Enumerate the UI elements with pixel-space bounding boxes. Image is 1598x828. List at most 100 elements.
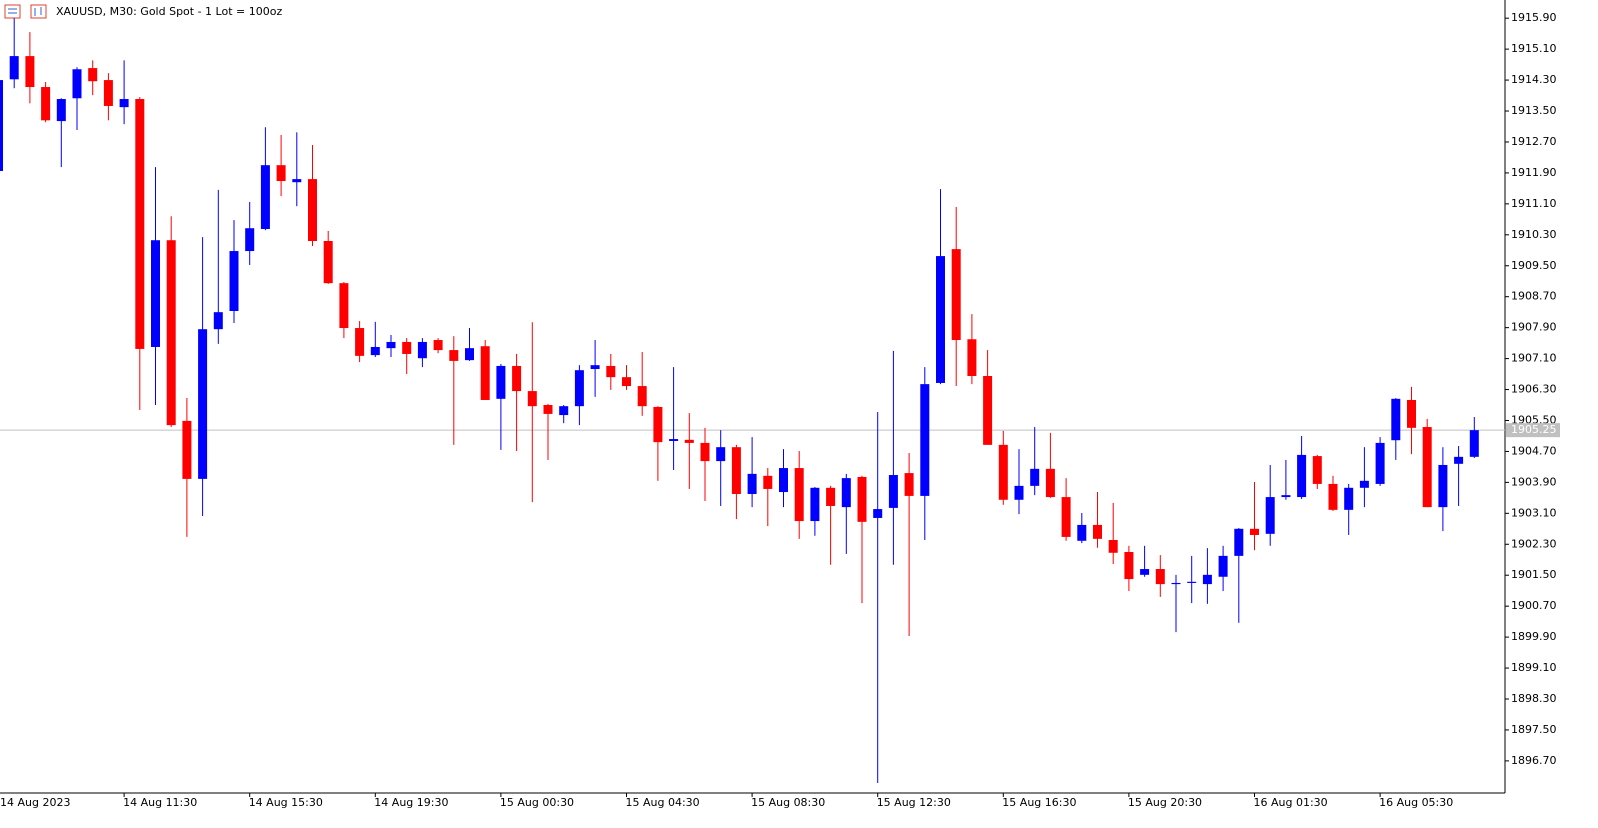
candle-body bbox=[794, 468, 804, 522]
candle-body bbox=[998, 444, 1008, 500]
y-tick-label: 1912.70 bbox=[1511, 135, 1557, 148]
candle-body bbox=[355, 328, 365, 356]
y-tick-label: 1907.10 bbox=[1511, 352, 1557, 365]
last-price-box bbox=[1506, 423, 1560, 438]
candle-body bbox=[857, 476, 867, 522]
candle-body bbox=[370, 346, 380, 356]
candle-body bbox=[1407, 399, 1416, 428]
candle-body bbox=[684, 439, 694, 443]
candle-body bbox=[622, 377, 631, 387]
y-tick-label: 1914.30 bbox=[1511, 73, 1557, 86]
candle-body bbox=[512, 365, 522, 392]
candle-body bbox=[590, 365, 600, 370]
x-tick-label: 15 Aug 00:30 bbox=[500, 796, 574, 809]
y-tick-label: 1901.50 bbox=[1511, 568, 1557, 581]
x-tick-label: 15 Aug 08:30 bbox=[751, 796, 825, 809]
candle-body bbox=[1234, 528, 1244, 556]
candle-body bbox=[135, 99, 145, 349]
y-tick-label: 1908.70 bbox=[1511, 290, 1557, 303]
candle-body bbox=[339, 283, 349, 329]
candle-body bbox=[920, 384, 930, 496]
candle-body bbox=[1438, 464, 1448, 508]
candle-body bbox=[716, 447, 726, 462]
candle-body bbox=[308, 179, 317, 241]
candle-body bbox=[166, 240, 176, 426]
x-tick-label: 15 Aug 16:30 bbox=[1002, 796, 1076, 809]
candle-body bbox=[700, 442, 710, 462]
candle-body bbox=[543, 405, 553, 414]
candle-body bbox=[1030, 468, 1040, 486]
candle-body bbox=[731, 447, 741, 494]
candle-body bbox=[983, 375, 993, 445]
x-tick-label: 16 Aug 01:30 bbox=[1254, 796, 1328, 809]
candle-body bbox=[496, 365, 506, 399]
candle-body bbox=[182, 420, 192, 479]
candle-body bbox=[653, 406, 663, 443]
x-tick-label: 15 Aug 04:30 bbox=[626, 796, 700, 809]
candle-body bbox=[1297, 454, 1307, 498]
candle-body bbox=[1187, 581, 1197, 583]
x-tick-label: 15 Aug 12:30 bbox=[877, 796, 951, 809]
candle-body bbox=[433, 340, 443, 351]
candle-body bbox=[56, 99, 66, 122]
candle-body bbox=[417, 341, 427, 359]
candle-body bbox=[1171, 582, 1181, 585]
candle-body bbox=[1375, 442, 1385, 484]
candle-body bbox=[213, 312, 223, 330]
candle-body bbox=[229, 251, 239, 312]
candle-body bbox=[527, 391, 537, 407]
candle-body bbox=[402, 341, 412, 354]
candle-body bbox=[936, 256, 945, 383]
candle-body bbox=[1281, 495, 1291, 498]
candle-body bbox=[245, 228, 255, 252]
y-tick-label: 1898.30 bbox=[1511, 692, 1557, 705]
candle-body bbox=[386, 341, 396, 349]
x-tick-label: 16 Aug 05:30 bbox=[1379, 796, 1453, 809]
symbol-icons bbox=[4, 4, 47, 19]
candle-body bbox=[1391, 398, 1401, 441]
y-tick-label: 1915.10 bbox=[1511, 42, 1557, 55]
candle-body bbox=[1045, 468, 1055, 498]
x-tick-label: 14 Aug 19:30 bbox=[374, 796, 448, 809]
candle-body bbox=[465, 348, 474, 361]
candle-body bbox=[951, 249, 961, 341]
candle-body bbox=[779, 468, 788, 493]
x-tick-label: 14 Aug 15:30 bbox=[249, 796, 323, 809]
candle-body bbox=[88, 68, 98, 82]
candle-body bbox=[873, 509, 883, 518]
y-tick-label: 1913.50 bbox=[1511, 104, 1557, 117]
y-tick-label: 1904.70 bbox=[1511, 444, 1557, 457]
candle-body bbox=[41, 87, 51, 121]
candle-body bbox=[323, 240, 333, 284]
candle-body bbox=[1454, 456, 1464, 464]
candle-body bbox=[72, 69, 82, 99]
icon bbox=[4, 4, 21, 19]
icon bbox=[30, 4, 47, 19]
candle-body bbox=[1140, 569, 1150, 575]
y-tick-label: 1907.90 bbox=[1511, 321, 1557, 334]
y-tick-label: 1911.90 bbox=[1511, 166, 1557, 179]
x-tick-label: 14 Aug 11:30 bbox=[123, 796, 197, 809]
candle-body bbox=[1265, 497, 1275, 534]
candle-body bbox=[480, 346, 490, 400]
candle-body bbox=[1469, 430, 1479, 457]
y-tick-label: 1915.90 bbox=[1511, 11, 1557, 24]
candle-body bbox=[559, 406, 569, 416]
candle-body bbox=[1344, 487, 1354, 510]
y-tick-label: 1910.30 bbox=[1511, 228, 1557, 241]
candle-body bbox=[1250, 528, 1259, 535]
candle-body bbox=[1124, 552, 1134, 580]
y-tick-label: 1900.70 bbox=[1511, 599, 1557, 612]
candle-body bbox=[9, 56, 19, 80]
candle-body bbox=[747, 473, 757, 494]
y-tick-label: 1899.90 bbox=[1511, 630, 1557, 643]
x-tick-label: 14 Aug 2023 bbox=[0, 796, 70, 809]
candle-body bbox=[1312, 456, 1322, 484]
candle-body bbox=[904, 473, 914, 496]
candle-body bbox=[810, 487, 820, 522]
candle-body bbox=[449, 350, 459, 361]
candle-body bbox=[25, 56, 35, 88]
candle-body bbox=[637, 386, 647, 407]
